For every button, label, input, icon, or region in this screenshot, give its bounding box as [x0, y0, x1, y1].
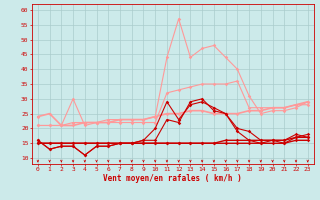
X-axis label: Vent moyen/en rafales ( km/h ): Vent moyen/en rafales ( km/h ) [103, 174, 242, 183]
